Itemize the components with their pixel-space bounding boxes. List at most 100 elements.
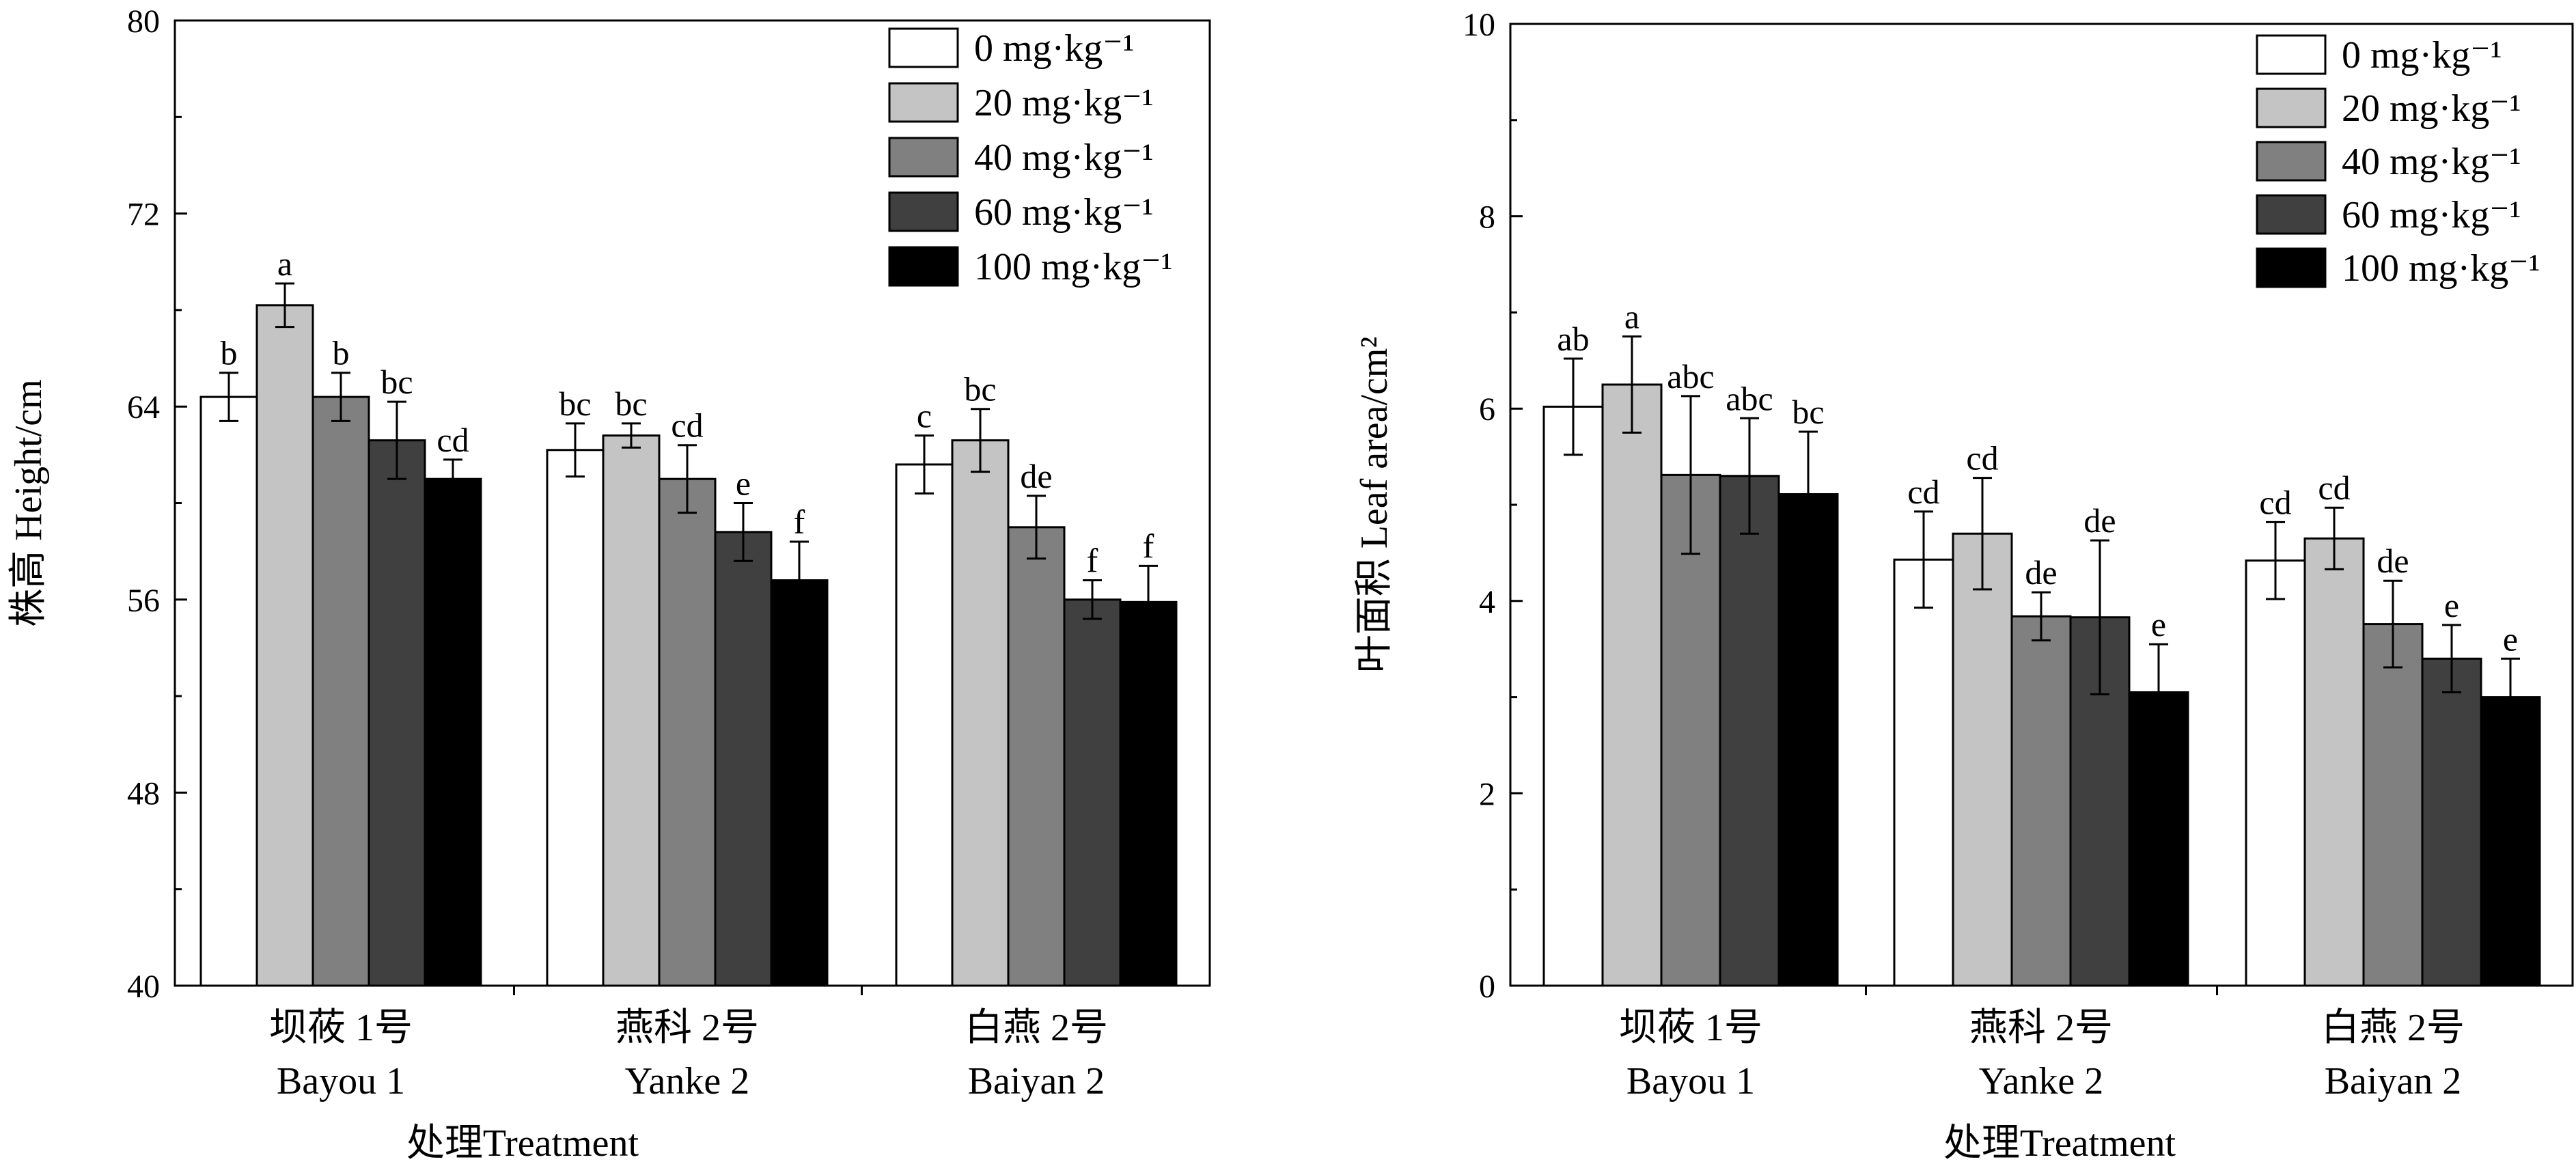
legend-label: 0 mg·kg⁻¹ <box>2342 34 2502 77</box>
y-tick-label: 8 <box>1479 199 1495 236</box>
bar-2-1 <box>1601 383 1663 987</box>
significance-letter: abc <box>1726 379 1773 417</box>
legend-swatch <box>2256 34 2327 75</box>
category-label-en: Bayou 1 <box>1626 1060 1755 1102</box>
significance-letter: abc <box>1667 357 1714 395</box>
significance-letter: f <box>794 503 805 541</box>
legend-label: 60 mg·kg⁻¹ <box>974 191 1154 234</box>
significance-letter: cd <box>2259 483 2291 521</box>
legend-swatch <box>888 82 959 123</box>
category-label-cn: 坝莜 1号 <box>269 1007 413 1049</box>
legend: 0 mg·kg⁻¹ 20 mg·kg⁻¹ 40 mg·kg⁻¹ 60 mg·kg⁻¹ 1… <box>2256 34 2540 290</box>
legend-swatch <box>888 137 959 178</box>
significance-letter: bc <box>615 385 647 423</box>
significance-letter: cd <box>1907 473 1939 511</box>
category-label-cn: 燕科 2号 <box>615 1007 759 1049</box>
legend-label: 100 mg·kg⁻¹ <box>974 246 1173 288</box>
x-axis-title: 处理Treatment <box>1943 1122 2176 1165</box>
bar-5-3 <box>1119 600 1178 987</box>
bar-1-1 <box>1542 405 1604 987</box>
y-tick-label: 40 <box>127 969 160 1005</box>
bar-1-2 <box>546 449 605 987</box>
legend-swatch <box>888 246 959 287</box>
significance-letter: c <box>917 397 932 435</box>
significance-letter: de <box>2025 553 2057 592</box>
category-label-en: Yanke 2 <box>625 1060 750 1102</box>
bar-1-1 <box>199 395 258 987</box>
significance-letter: b <box>333 334 350 372</box>
legend-swatch <box>2256 141 2327 182</box>
bar-2-1 <box>255 304 314 987</box>
significance-letter: de <box>2083 501 2116 540</box>
x-axis-title: 处理Treatment <box>406 1122 639 1165</box>
significance-letter: bc <box>559 385 591 423</box>
significance-letter: e <box>2503 620 2518 658</box>
bar-3-1 <box>311 395 370 987</box>
y-axis-title: 株高 Height/cm <box>8 379 50 626</box>
significance-letter: ab <box>1557 320 1589 358</box>
bar-1-3 <box>2245 559 2306 987</box>
significance-letter: de <box>1020 457 1052 495</box>
bar-5-1 <box>1777 493 1839 987</box>
significance-letter: f <box>1087 542 1098 580</box>
legend-label: 40 mg·kg⁻¹ <box>974 137 1154 179</box>
legend-label: 60 mg·kg⁻¹ <box>2342 194 2521 236</box>
y-tick-label: 10 <box>1463 7 1495 43</box>
significance-letter: cd <box>1966 439 1998 477</box>
bar-3-3 <box>2362 623 2424 987</box>
significance-letter: f <box>1143 527 1154 565</box>
legend-swatch <box>2256 247 2327 288</box>
category-label-en: Baiyan 2 <box>2325 1060 2462 1102</box>
legend-swatch <box>2256 194 2327 235</box>
y-tick-label: 64 <box>127 389 160 426</box>
significance-letter: de <box>2377 542 2409 580</box>
bar-2-3 <box>951 439 1010 987</box>
legend-label: 0 mg·kg⁻¹ <box>974 27 1135 70</box>
significance-letter: bc <box>380 363 413 401</box>
y-tick-label: 80 <box>127 3 160 40</box>
bar-3-2 <box>2010 615 2072 987</box>
bar-4-3 <box>1063 598 1122 987</box>
legend-swatch <box>888 191 959 232</box>
category-label-cn: 燕科 2号 <box>1969 1007 2113 1049</box>
significance-letter: cd <box>437 421 469 459</box>
y-tick-label: 4 <box>1479 584 1495 620</box>
bar-1-3 <box>895 463 954 987</box>
category-label-en: Bayou 1 <box>277 1060 405 1102</box>
significance-letter: a <box>277 245 292 283</box>
category-label-cn: 白燕 2号 <box>965 1007 1108 1049</box>
significance-letter: e <box>2151 605 2166 643</box>
y-tick-label: 6 <box>1479 391 1495 428</box>
category-label-en: Baiyan 2 <box>968 1060 1105 1102</box>
legend-label: 100 mg·kg⁻¹ <box>2342 247 2540 290</box>
y-tick-label: 72 <box>127 197 160 233</box>
bar-3-1 <box>1660 473 1721 987</box>
bar-3-2 <box>658 477 717 987</box>
bar-4-1 <box>1719 475 1780 987</box>
significance-letter: cd <box>2318 469 2350 507</box>
bar-2-3 <box>2303 537 2365 987</box>
significance-letter: e <box>2444 586 2459 624</box>
legend-label: 40 mg·kg⁻¹ <box>2342 141 2521 183</box>
category-label-en: Yanke 2 <box>1979 1060 2104 1102</box>
bar-4-3 <box>2421 657 2482 987</box>
significance-letter: bc <box>1792 393 1824 431</box>
legend-label: 20 mg·kg⁻¹ <box>974 82 1154 124</box>
y-tick-label: 2 <box>1479 776 1495 812</box>
bar-1-2 <box>1893 558 1954 987</box>
legend-swatch <box>888 27 959 68</box>
y-tick-label: 0 <box>1479 969 1495 1005</box>
bar-4-2 <box>714 531 773 987</box>
bar-2-2 <box>602 434 661 987</box>
y-tick-label: 56 <box>127 583 160 619</box>
legend-swatch <box>2256 87 2327 128</box>
significance-letter: a <box>1624 298 1639 336</box>
category-label-cn: 白燕 2号 <box>2321 1007 2465 1049</box>
bar-5-1 <box>424 477 482 987</box>
bar-4-1 <box>368 439 426 987</box>
significance-letter: cd <box>671 406 703 445</box>
bar-5-3 <box>2480 696 2541 987</box>
